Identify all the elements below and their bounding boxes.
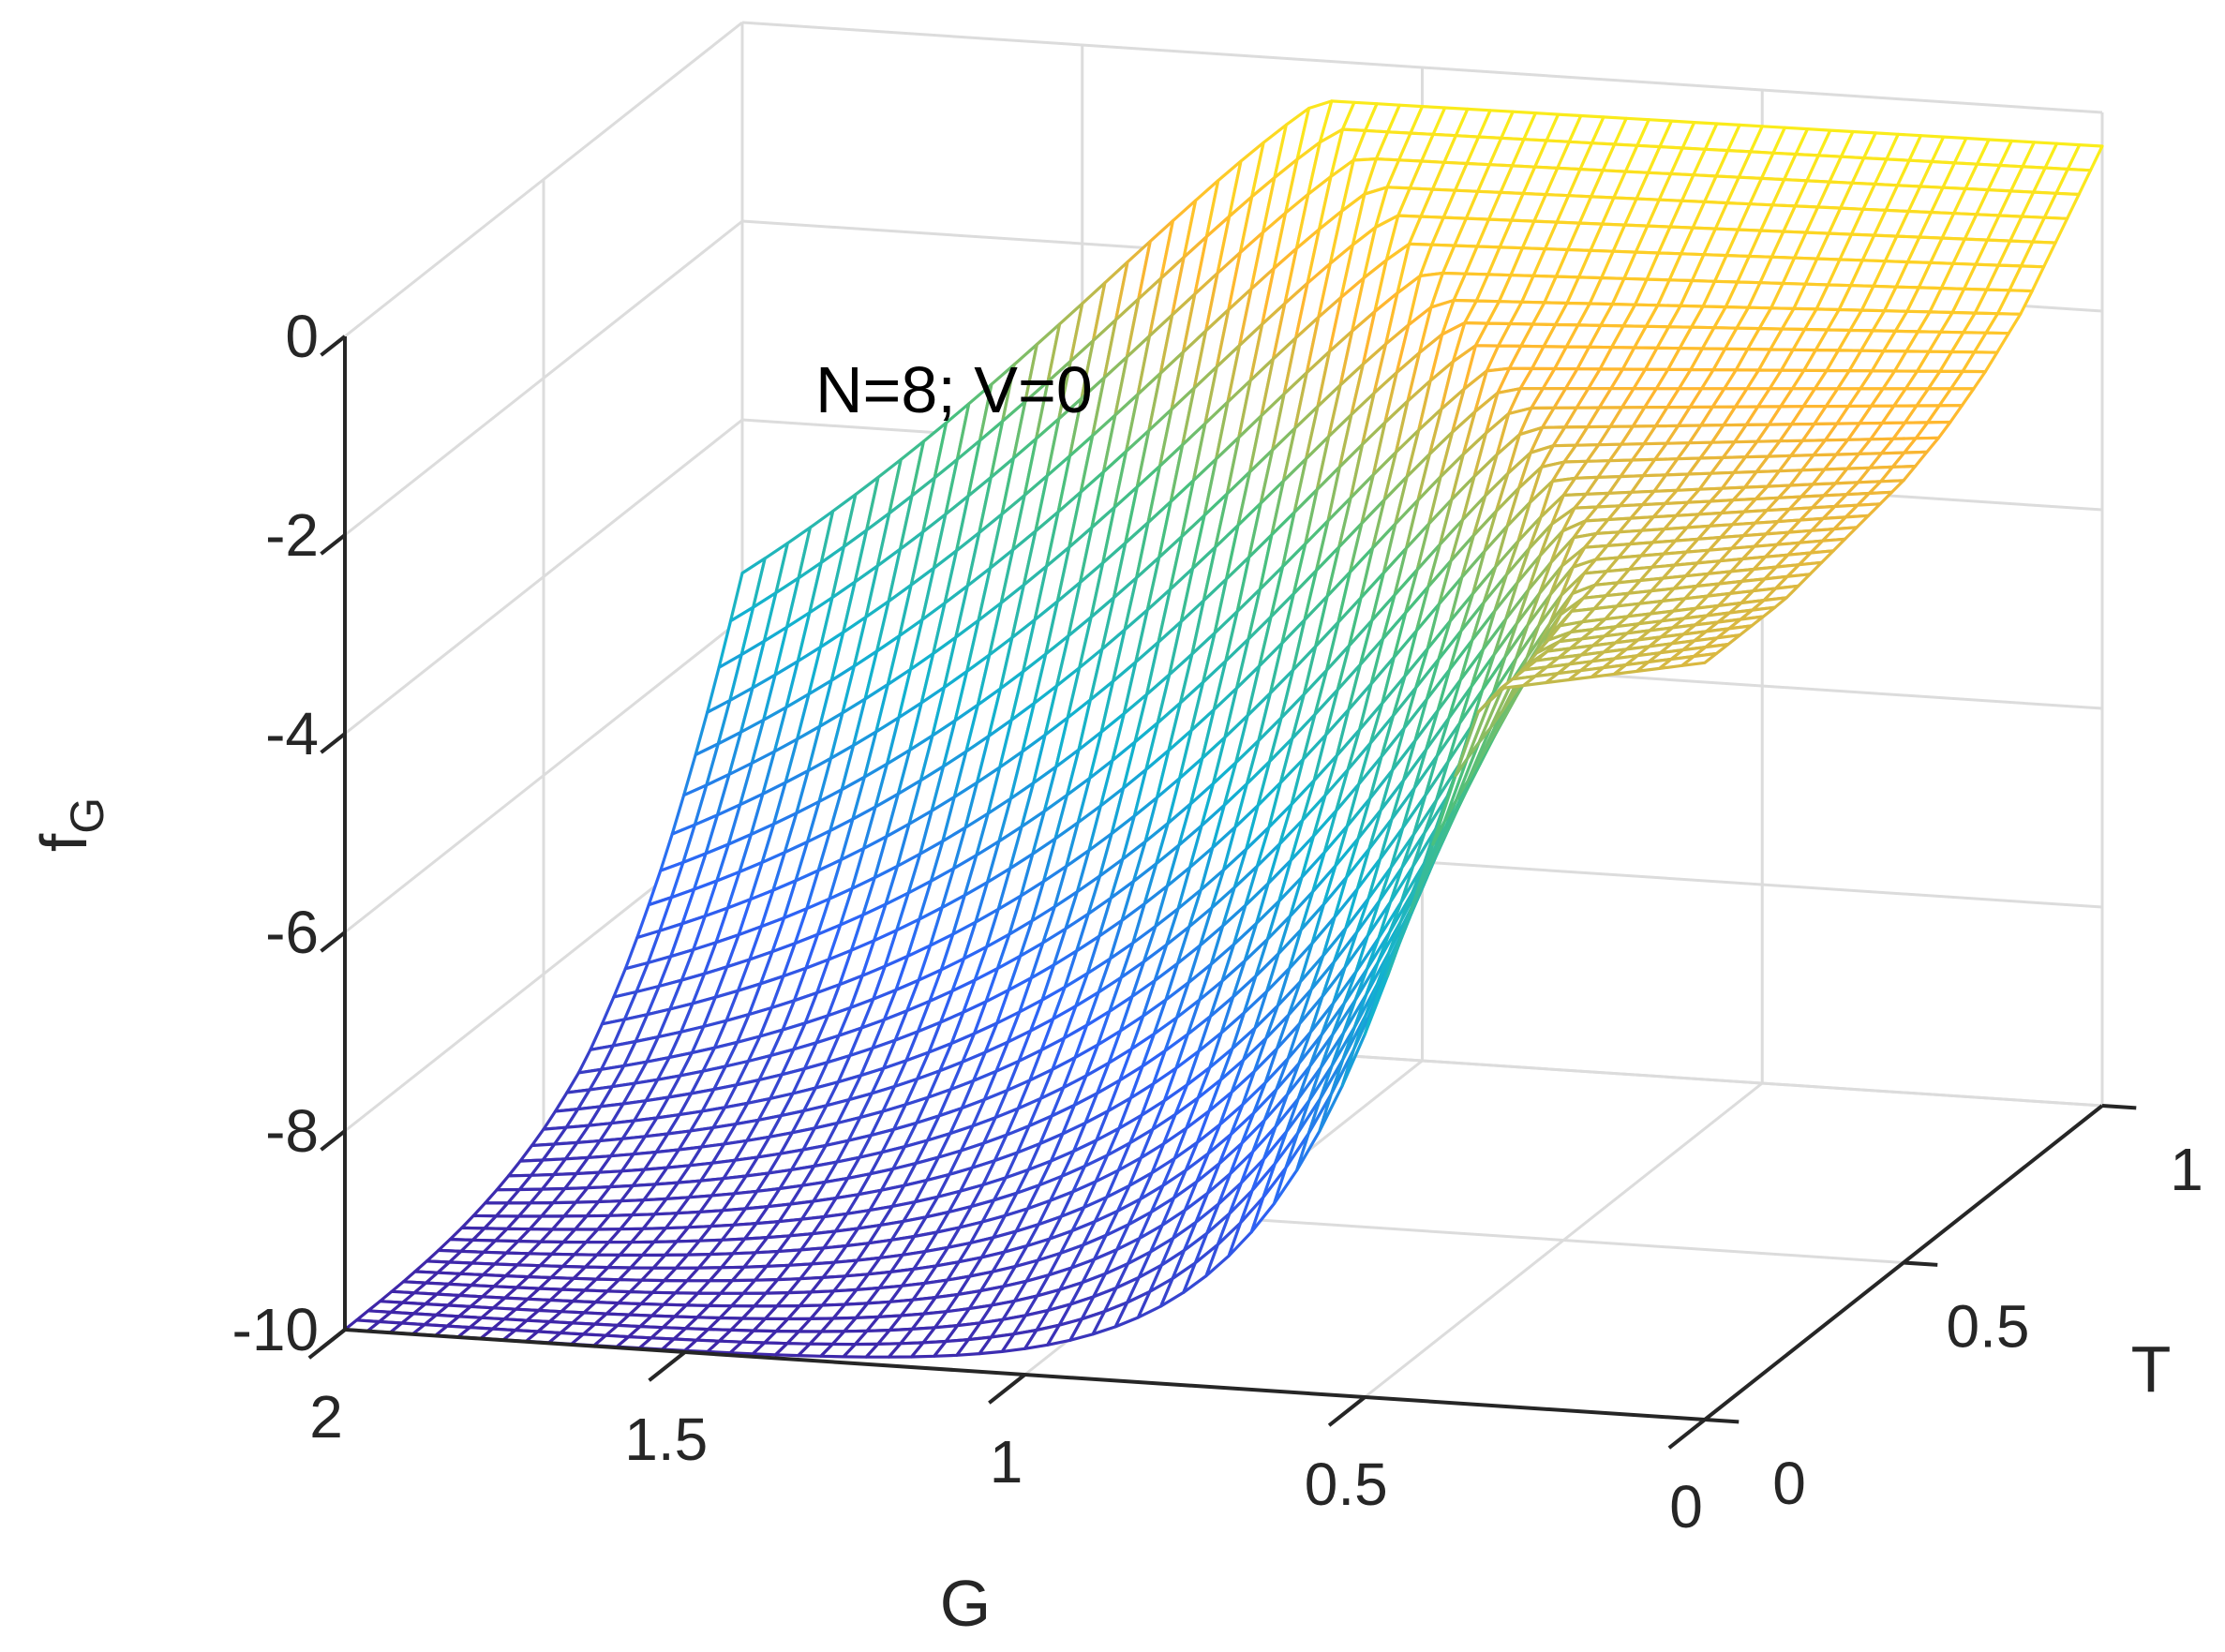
z-axis-tick — [320, 1129, 347, 1152]
tick-labels: 0 0.5 1 1.5 2 0 0.5 1 0 -2 -4 -6 -8 -10 — [232, 303, 2203, 1540]
y-tick-label: 0 — [1772, 1450, 1806, 1517]
z-tick-label: 0 — [285, 303, 319, 370]
x-axis-label: G — [940, 1567, 991, 1640]
z-tick-label: -2 — [265, 501, 319, 569]
x-tick-label: 1.5 — [624, 1406, 708, 1473]
z-axis-tick — [320, 930, 347, 953]
x-tick-label: 0.5 — [1305, 1451, 1388, 1518]
z-axis-label-main: f — [27, 833, 100, 852]
y-axis-tick — [1704, 1418, 1740, 1424]
z-tick-label: -4 — [265, 700, 319, 767]
z-tick-label: -10 — [232, 1296, 320, 1363]
x-tick-label: 0 — [1669, 1473, 1703, 1540]
surface-patch — [1680, 651, 1719, 667]
z-axis-tick — [320, 335, 347, 357]
annotation-label: N=8; V=0 — [815, 353, 1093, 426]
z-axis-label-subscript: G — [61, 797, 113, 834]
y-tick-label: 0.5 — [1947, 1293, 2030, 1361]
x-tick-label: 2 — [309, 1383, 343, 1451]
z-axis-tick — [320, 533, 347, 556]
axes-layer — [307, 335, 2137, 1450]
surface-mesh — [343, 99, 2104, 1359]
z-tick-label: -6 — [265, 899, 319, 966]
y-axis-tick — [1903, 1260, 1938, 1267]
svg-text:fG: fG — [27, 797, 113, 852]
z-axis-tick — [320, 732, 347, 754]
z-axis-label: fG — [27, 797, 113, 852]
x-axis-tick — [1327, 1395, 1366, 1427]
x-axis-tick — [1667, 1418, 1707, 1450]
x-axis-tick — [648, 1350, 686, 1382]
x-axis-tick — [988, 1373, 1026, 1405]
z-axis-tick — [320, 1328, 347, 1350]
x-tick-label: 1 — [990, 1428, 1023, 1496]
z-tick-label: -8 — [265, 1097, 319, 1165]
y-tick-label: 1 — [2170, 1136, 2203, 1203]
y-axis-label: T — [2131, 1332, 2172, 1406]
y-axis-tick — [2101, 1104, 2137, 1110]
